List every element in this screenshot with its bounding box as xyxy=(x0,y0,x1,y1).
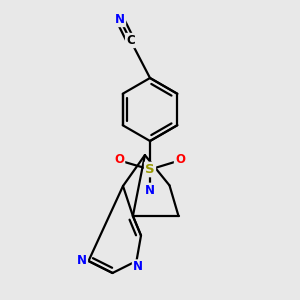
Text: N: N xyxy=(77,254,87,268)
Text: O: O xyxy=(114,153,124,166)
Text: O: O xyxy=(175,153,185,166)
Text: N: N xyxy=(145,184,155,197)
Text: N: N xyxy=(145,184,155,197)
Text: N: N xyxy=(133,260,143,274)
Text: N: N xyxy=(115,13,125,26)
Text: C: C xyxy=(126,34,135,47)
Text: S: S xyxy=(145,163,155,176)
